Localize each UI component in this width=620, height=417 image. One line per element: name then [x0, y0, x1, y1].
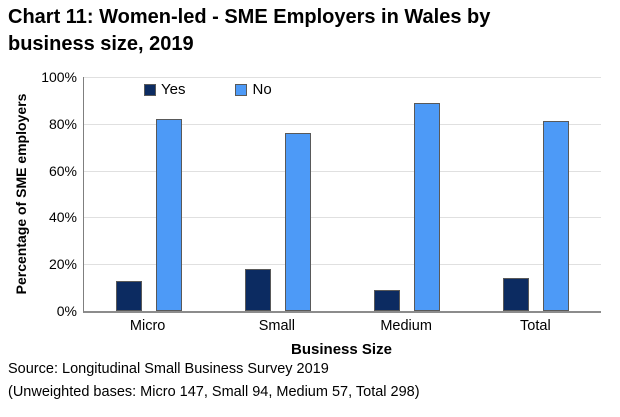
chart-title-line2: business size, 2019: [8, 33, 194, 55]
gridline-80: [84, 123, 601, 125]
legend: Yes No: [144, 81, 272, 98]
ytick-40pct: 40%: [48, 209, 77, 226]
ytick-20pct: 20%: [48, 256, 77, 273]
gridline-20: [84, 264, 601, 266]
bar-group-micro: [84, 77, 213, 311]
bar-total-yes: [503, 278, 530, 311]
bar-group-total: [472, 77, 601, 311]
bar-groups: [84, 77, 601, 311]
x-axis-ticks: Micro Small Medium Total: [83, 318, 600, 334]
bar-medium-no: [414, 102, 441, 311]
gridline-100: [84, 77, 601, 78]
legend-label-no: No: [252, 81, 272, 98]
bases-note: (Unweighted bases: Micro 147, Small 94, …: [8, 384, 420, 400]
legend-swatch-yes: [144, 83, 156, 96]
legend-swatch-no: [235, 83, 248, 96]
source-note: Source: Longitudinal Small Business Surv…: [8, 361, 329, 377]
legend-item-yes: Yes: [144, 81, 185, 98]
bar-group-small: [213, 77, 342, 311]
bar-group-medium: [343, 77, 472, 311]
ytick-80pct: 80%: [48, 115, 77, 132]
bar-micro-yes: [115, 280, 142, 311]
bar-small-no: [284, 133, 311, 311]
legend-item-no: No: [235, 81, 272, 98]
y-axis-ticks: 0% 20% 40% 60% 80% 100%: [0, 69, 77, 319]
bar-total-no: [543, 121, 570, 311]
gridline-60: [84, 170, 601, 172]
ytick-100pct: 100%: [41, 69, 77, 85]
xtick-total: Total: [520, 318, 551, 334]
xtick-small: Small: [258, 318, 295, 334]
bar-micro-no: [155, 119, 182, 311]
bar-medium-yes: [374, 289, 401, 311]
plot-area: Yes No: [83, 77, 601, 313]
xtick-medium: Medium: [380, 318, 432, 334]
chart-title: Chart 11: Women-led - SME Employers in W…: [8, 4, 490, 58]
ytick-60pct: 60%: [48, 162, 77, 179]
gridline-40: [84, 217, 601, 219]
bar-small-yes: [244, 268, 271, 311]
x-axis-title: Business Size: [291, 341, 392, 358]
xtick-micro: Micro: [129, 318, 166, 334]
chart-title-line1: Chart 11: Women-led - SME Employers in W…: [8, 6, 491, 28]
ytick-0pct: 0%: [56, 303, 77, 319]
legend-label-yes: Yes: [161, 81, 186, 98]
